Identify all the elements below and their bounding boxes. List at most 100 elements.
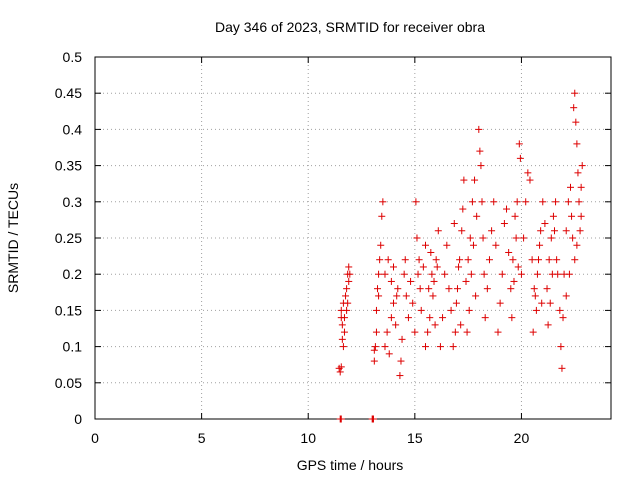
data-point xyxy=(524,169,532,177)
data-point xyxy=(427,248,435,256)
data-point xyxy=(434,227,442,235)
data-point xyxy=(378,212,386,220)
data-point xyxy=(574,169,582,177)
data-point xyxy=(573,140,581,148)
data-point xyxy=(511,212,519,220)
data-point xyxy=(485,256,493,264)
data-point xyxy=(460,176,468,184)
y-tick-label: 0.1 xyxy=(63,339,83,355)
data-point xyxy=(520,234,528,242)
x-tick-label: 20 xyxy=(514,430,530,446)
data-point xyxy=(393,292,401,300)
data-point xyxy=(568,212,576,220)
data-point xyxy=(575,198,583,206)
data-point xyxy=(400,270,408,278)
data-point xyxy=(500,220,508,228)
data-point xyxy=(411,328,419,336)
data-point xyxy=(342,292,350,300)
data-point xyxy=(466,234,474,242)
data-point xyxy=(528,256,536,264)
data-point xyxy=(436,343,444,351)
data-point xyxy=(384,256,392,264)
y-tick-label: 0 xyxy=(74,411,82,427)
data-point xyxy=(571,256,579,264)
data-point xyxy=(415,256,423,264)
data-point xyxy=(480,270,488,278)
data-point xyxy=(372,306,380,314)
data-point xyxy=(514,263,522,271)
data-point xyxy=(531,292,539,300)
data-point xyxy=(505,248,513,256)
x-tick-label: 0 xyxy=(91,430,99,446)
data-point xyxy=(421,343,429,351)
data-point xyxy=(537,227,545,235)
data-point xyxy=(458,227,466,235)
data-point xyxy=(402,292,410,300)
y-tick-label: 0.35 xyxy=(55,158,82,174)
data-point xyxy=(371,343,379,351)
data-point xyxy=(488,227,496,235)
data-point xyxy=(431,321,439,329)
x-tick-label: 15 xyxy=(407,430,423,446)
data-point xyxy=(338,335,346,343)
data-point xyxy=(375,292,383,300)
data-point xyxy=(370,346,378,354)
data-point xyxy=(573,241,581,249)
data-point xyxy=(548,270,556,278)
x-tick-label: 10 xyxy=(300,430,316,446)
data-point xyxy=(381,270,389,278)
data-point xyxy=(543,285,551,293)
data-point xyxy=(496,299,504,307)
data-point xyxy=(571,89,579,97)
data-point xyxy=(345,277,353,285)
data-point xyxy=(513,198,521,206)
data-point xyxy=(414,270,422,278)
data-point xyxy=(503,205,511,213)
data-point xyxy=(553,256,561,264)
data-point xyxy=(559,314,567,322)
data-point xyxy=(533,270,541,278)
data-point xyxy=(337,415,345,423)
data-point xyxy=(462,277,470,285)
data-point xyxy=(339,343,347,351)
data-point xyxy=(379,198,387,206)
data-point xyxy=(549,212,557,220)
data-point xyxy=(396,372,404,380)
data-point xyxy=(426,314,434,322)
data-point xyxy=(385,350,393,358)
data-point xyxy=(464,256,472,264)
data-point xyxy=(517,270,525,278)
y-tick-label: 0.5 xyxy=(63,49,83,65)
data-point xyxy=(419,263,427,271)
data-point xyxy=(564,198,572,206)
data-point xyxy=(445,285,453,293)
data-point xyxy=(547,234,555,242)
data-point xyxy=(544,321,552,329)
data-point xyxy=(476,147,484,155)
data-point xyxy=(433,263,441,271)
y-tick-label: 0.4 xyxy=(63,121,83,137)
data-point xyxy=(473,212,481,220)
data-point xyxy=(401,256,409,264)
data-point xyxy=(539,198,547,206)
data-point xyxy=(413,234,421,242)
data-point xyxy=(390,263,398,271)
data-point xyxy=(455,263,463,271)
data-point xyxy=(337,314,345,322)
data-point xyxy=(529,328,537,336)
data-point xyxy=(338,321,346,329)
data-point xyxy=(450,220,458,228)
data-point xyxy=(530,285,538,293)
data-point xyxy=(572,118,580,126)
data-point xyxy=(562,292,570,300)
y-tick-label: 0.25 xyxy=(55,230,82,246)
data-point xyxy=(465,306,473,314)
data-point xyxy=(425,285,433,293)
axis-ticks xyxy=(94,56,611,420)
data-point xyxy=(498,270,506,278)
data-point xyxy=(469,241,477,249)
data-point xyxy=(372,328,380,336)
data-point xyxy=(526,176,534,184)
data-point xyxy=(451,328,459,336)
